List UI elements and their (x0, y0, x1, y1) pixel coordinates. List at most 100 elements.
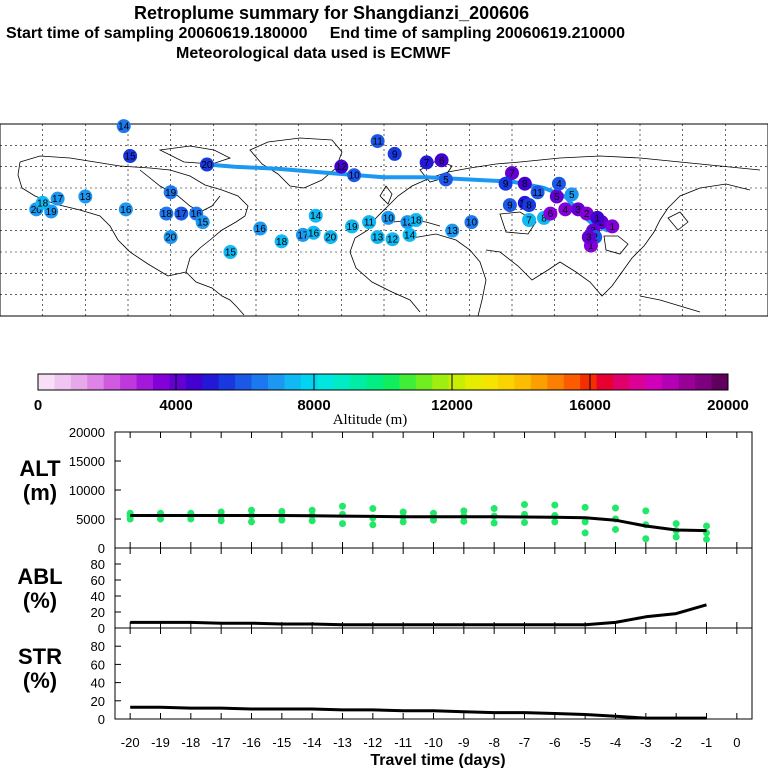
plume-circle (402, 227, 417, 242)
colorbar-cell (300, 374, 318, 390)
colorbar-tick-label: 16000 (569, 397, 611, 414)
x-axis-label: Travel time (days) (370, 752, 505, 768)
y-tick-label: 10000 (69, 483, 105, 498)
plume-marker: 5 (549, 189, 564, 204)
y-axis-label: ABL (17, 564, 62, 589)
plume-circle (530, 185, 545, 200)
plume-marker: 9 (502, 198, 517, 213)
plume-marker: 17 (174, 206, 189, 221)
plume-marker: 7 (505, 166, 519, 181)
colorbar-cell (563, 374, 581, 390)
colorbar-cell (432, 374, 450, 390)
plume-label: 15 (225, 248, 237, 259)
plume-circle (174, 206, 189, 221)
colorbar-cell (399, 374, 417, 390)
x-tick-label: -13 (333, 735, 352, 750)
x-tick-label: -14 (303, 735, 322, 750)
colorbar-tick-label: 20000 (707, 397, 749, 414)
plume-marker: 10 (381, 210, 396, 225)
end-time-label: End time of sampling 20060619.210000 (329, 25, 625, 42)
plume-label: 18 (410, 216, 422, 227)
plume-marker: 17 (295, 227, 310, 242)
altitude-point (369, 521, 377, 529)
plume-circle (118, 202, 133, 217)
plume-label: 10 (466, 218, 478, 229)
colorbar: 0 4000 8000 12000 16000 20000 Altitude (m) (34, 373, 749, 428)
plume-marker: 8 (517, 176, 532, 191)
plume-circle (223, 245, 238, 259)
plume-circle (387, 146, 402, 161)
coast-asia-north (519, 155, 761, 171)
x-tick-label: -10 (424, 735, 443, 750)
x-tick-label: -19 (151, 735, 170, 750)
x-tick-label: -3 (640, 735, 652, 750)
coast-southeast-asia (639, 295, 701, 313)
y-axis-unit: (%) (23, 588, 57, 613)
colorbar-tick-label: 8000 (297, 397, 330, 414)
coast-north-america (19, 155, 249, 316)
series-line (130, 514, 707, 533)
plume-marker: 18 (274, 234, 289, 249)
plume-label: 11 (364, 218, 375, 229)
colorbar-cell (465, 374, 483, 390)
plume-label: 11 (372, 137, 383, 148)
coast-north-america-west (17, 161, 187, 277)
y-tick-label: 80 (91, 639, 105, 654)
plume-circle (498, 176, 513, 191)
x-tick-label: -7 (519, 735, 531, 750)
plume-marker: 9 (387, 146, 402, 161)
plume-marker: 19 (44, 204, 59, 219)
plume-label: 17 (176, 209, 188, 220)
plume-label: 7 (509, 169, 515, 180)
altitude-point (521, 518, 528, 526)
altitude-point (399, 518, 407, 526)
colorbar-cell (284, 374, 302, 390)
plume-label: 14 (118, 122, 130, 133)
plume-marker: 6 (543, 206, 558, 221)
plume-circle (347, 168, 362, 183)
plume-circle (564, 187, 579, 202)
plume-marker: 17 (50, 191, 65, 206)
x-tick-label: -18 (181, 735, 200, 750)
plume-circle (409, 213, 423, 227)
plume-marker: 18 (159, 206, 174, 221)
plume-circle (195, 215, 210, 230)
plume-label: 17 (52, 194, 64, 205)
plume-marker: 18 (409, 213, 423, 227)
plume-circle (308, 208, 323, 223)
colorbar-cell (366, 374, 384, 390)
plume-label: 9 (392, 149, 398, 160)
altitude-point (581, 529, 589, 537)
plume-marker: 3 (581, 230, 596, 245)
plume-label: 8 (526, 201, 532, 212)
y-tick-label: 40 (91, 589, 105, 604)
map-gridlines (0, 124, 768, 316)
panel-frame (114, 627, 753, 720)
plume-circle (522, 198, 537, 213)
plume-label: 6 (439, 156, 445, 167)
colorbar-cell (218, 374, 236, 390)
altitude-point (551, 501, 559, 509)
plume-circle (78, 189, 93, 204)
plume-label: 16 (255, 224, 267, 235)
plume-circle (579, 206, 594, 221)
plume-circle (590, 210, 605, 225)
altitude-point (460, 507, 468, 515)
colorbar-cell (70, 374, 88, 390)
panel-frame (114, 431, 753, 549)
plume-marker: 18 (35, 195, 50, 210)
x-tick-label: -20 (121, 735, 140, 750)
altitude-point (490, 505, 498, 513)
plume-label: 7 (424, 158, 430, 169)
altitude-point (521, 501, 528, 508)
altitude-point (430, 509, 437, 517)
plume-label: 9 (507, 201, 513, 212)
plume-marker: 20 (163, 230, 178, 245)
series-line (130, 603, 707, 627)
y-tick-label: 15000 (69, 454, 105, 469)
plume-circle (50, 191, 65, 206)
